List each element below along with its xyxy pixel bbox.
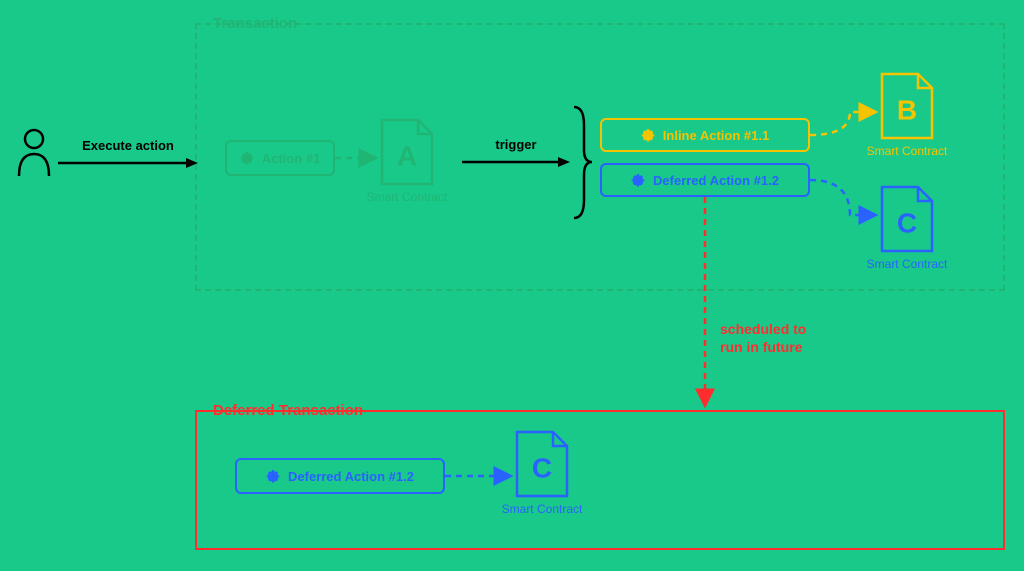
transaction-title: Transaction — [209, 15, 301, 32]
execute-label: Execute action — [58, 138, 198, 153]
contract-a-letter: A — [397, 140, 417, 172]
contract-b-letter: B — [897, 94, 917, 126]
trigger-label: trigger — [462, 137, 570, 152]
contract-b: B — [880, 72, 934, 145]
execute-arrow: Execute action — [58, 138, 198, 176]
contract-c2-label: Smart Contract — [495, 502, 589, 516]
scheduled-line1: scheduled to — [720, 320, 806, 338]
puzzle-icon — [266, 468, 282, 484]
action-1-label: Action #1 — [262, 151, 321, 166]
contract-c-letter: C — [897, 207, 917, 239]
puzzle-icon — [631, 172, 647, 188]
deferred-transaction-title: Deferred Transaction — [209, 402, 367, 419]
contract-b-label: Smart Contract — [860, 144, 954, 158]
deferred-action-2-label: Deferred Action #1.2 — [288, 469, 414, 484]
puzzle-icon — [240, 150, 256, 166]
trigger-arrow: trigger — [462, 137, 570, 175]
puzzle-icon — [641, 127, 657, 143]
contract-a-label: Smart Contract — [360, 190, 454, 204]
contract-c-label: Smart Contract — [860, 257, 954, 271]
curly-brace — [570, 105, 592, 225]
scheduled-line2: run in future — [720, 338, 806, 356]
contract-c-bottom: C — [515, 430, 569, 503]
deferred-action-box: Deferred Action #1.2 — [600, 163, 810, 197]
contract-a: A — [380, 118, 434, 191]
deferred-action-label: Deferred Action #1.2 — [653, 173, 779, 188]
inline-action-box: Inline Action #1.1 — [600, 118, 810, 152]
scheduled-text: scheduled to run in future — [720, 320, 806, 356]
contract-c2-letter: C — [532, 452, 552, 484]
contract-c-top: C — [880, 185, 934, 258]
inline-action-label: Inline Action #1.1 — [663, 128, 769, 143]
deferred-action-box-2: Deferred Action #1.2 — [235, 458, 445, 494]
user-icon — [15, 128, 53, 183]
action-1-box: Action #1 — [225, 140, 335, 176]
